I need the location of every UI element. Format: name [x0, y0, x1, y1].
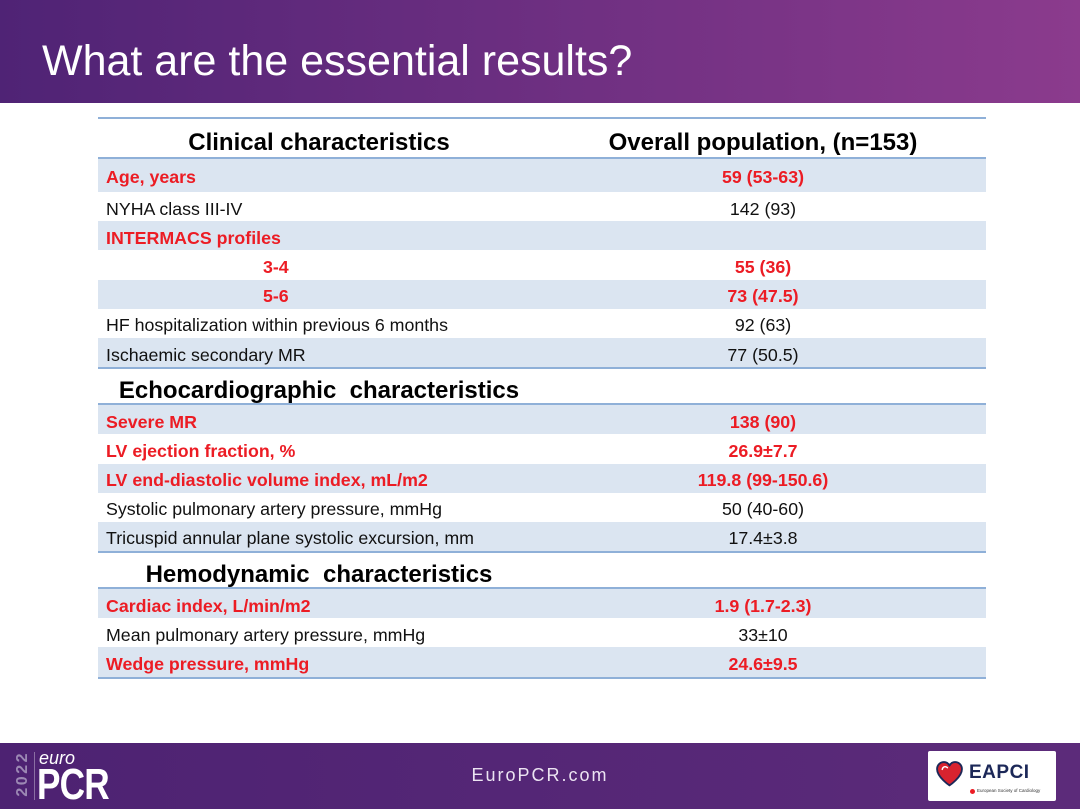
section-rows: Severe MR 138 (90) LV ejection fraction, %…	[98, 405, 986, 554]
row-label: LV end-diastolic volume index, mL/m2	[106, 470, 428, 491]
table-row: LV ejection fraction, % 26.9±7.7	[98, 434, 986, 463]
row-value: 50 (40-60)	[721, 499, 805, 520]
logo-divider	[34, 752, 35, 800]
row-label: Wedge pressure, mmHg	[106, 654, 310, 675]
row-label: 5-6	[263, 286, 289, 307]
row-value: 59 (53-63)	[721, 166, 805, 187]
table-row: Wedge pressure, mmHg 24.6±9.5	[98, 647, 986, 677]
logo-prefix: euro	[39, 748, 76, 768]
event-logo: 2022 euro PCR	[0, 743, 130, 809]
row-label: Ischaemic secondary MR	[106, 344, 306, 365]
results-table: Clinical characteristics Overall populat…	[98, 117, 986, 679]
table-row: NYHA class III-IV 142 (93)	[98, 192, 986, 221]
partner-name: EAPCI	[969, 762, 1030, 783]
table-row: LV end-diastolic volume index, mL/m2 119.…	[98, 463, 986, 493]
slide-footer: 2022 euro PCR EuroPCR.com EAPCI European…	[0, 743, 1080, 809]
partner-tagline-text: European Society of Cardiology	[977, 788, 1041, 793]
table-row: Ischaemic secondary MR 77 (50.5)	[98, 337, 986, 368]
website-text: EuroPCR.com	[471, 765, 609, 785]
column-header-overall: Overall population, (n=153)	[608, 129, 918, 156]
logo-name: PCR	[37, 760, 110, 809]
row-label: Systolic pulmonary artery pressure, mmHg	[106, 499, 442, 520]
heart-icon	[936, 761, 963, 787]
table-row: INTERMACS profiles	[98, 221, 986, 251]
section-title: Echocardiographic characteristics	[98, 369, 986, 406]
dot-icon	[970, 788, 975, 794]
table-section: Echocardiographic characteristics Severe …	[98, 369, 986, 554]
row-value: 17.4±3.8	[728, 528, 798, 549]
row-value: 26.9±7.7	[728, 440, 798, 461]
slide-header: What are the essential results?	[0, 0, 1080, 103]
row-value: 33±10	[738, 624, 788, 645]
table-row: Cardiac index, L/min/m2 1.9 (1.7-2.3)	[98, 589, 986, 619]
row-value: 1.9 (1.7-2.3)	[714, 595, 812, 616]
row-label: Age, years	[106, 166, 196, 187]
table-row: HF hospitalization within previous 6 mon…	[98, 309, 986, 338]
table-row: 3-4 55 (36)	[98, 250, 986, 279]
row-label: 3-4	[263, 256, 289, 277]
heart-shape	[936, 761, 963, 787]
table-row: Systolic pulmonary artery pressure, mmHg…	[98, 493, 986, 522]
row-label: INTERMACS profiles	[106, 227, 281, 248]
row-value: 24.6±9.5	[728, 654, 798, 675]
row-value: 77 (50.5)	[727, 344, 799, 365]
row-label: Severe MR	[106, 411, 197, 432]
table-row: Severe MR 138 (90)	[98, 405, 986, 435]
row-label: Cardiac index, L/min/m2	[106, 595, 311, 616]
partner-logo: EAPCI European Society of Cardiology	[928, 751, 1056, 801]
slide-title: What are the essential results?	[42, 37, 633, 85]
row-value: 119.8 (99-150.6)	[697, 470, 829, 491]
heart-highlight	[941, 766, 949, 771]
section-title: Hemodynamic characteristics	[98, 553, 986, 590]
partner-tagline: European Society of Cardiology	[970, 787, 1050, 795]
section-rows: Cardiac index, L/min/m2 1.9 (1.7-2.3) Mean…	[98, 589, 986, 679]
table-body: Age, years 59 (53-63) NYHA class III-IV 142…	[98, 159, 986, 679]
section-rows: Age, years 59 (53-63) NYHA class III-IV 142…	[98, 159, 986, 370]
row-value: 92 (63)	[734, 315, 792, 336]
table-row: Tricuspid annular plane systolic excursi…	[98, 521, 986, 552]
row-value: 142 (93)	[729, 198, 797, 219]
row-label: LV ejection fraction, %	[106, 440, 296, 461]
table-header-row: Clinical characteristics Overall populat…	[98, 117, 986, 159]
column-header-characteristic: Clinical characteristics	[188, 129, 450, 156]
row-label: NYHA class III-IV	[106, 198, 243, 219]
table-row: 5-6 73 (47.5)	[98, 279, 986, 309]
table-row: Mean pulmonary artery pressure, mmHg 33±1…	[98, 618, 986, 647]
row-label: Tricuspid annular plane systolic excursi…	[106, 528, 474, 549]
table-section: Hemodynamic characteristics Cardiac index…	[98, 553, 986, 679]
row-value: 55 (36)	[734, 256, 792, 277]
row-label: Mean pulmonary artery pressure, mmHg	[106, 624, 426, 645]
row-label: HF hospitalization within previous 6 mon…	[106, 315, 448, 336]
row-value: 138 (90)	[729, 411, 797, 432]
table-section: Age, years 59 (53-63) NYHA class III-IV 142…	[98, 159, 986, 370]
table-row: Age, years 59 (53-63)	[98, 159, 986, 192]
row-value: 73 (47.5)	[727, 286, 799, 307]
